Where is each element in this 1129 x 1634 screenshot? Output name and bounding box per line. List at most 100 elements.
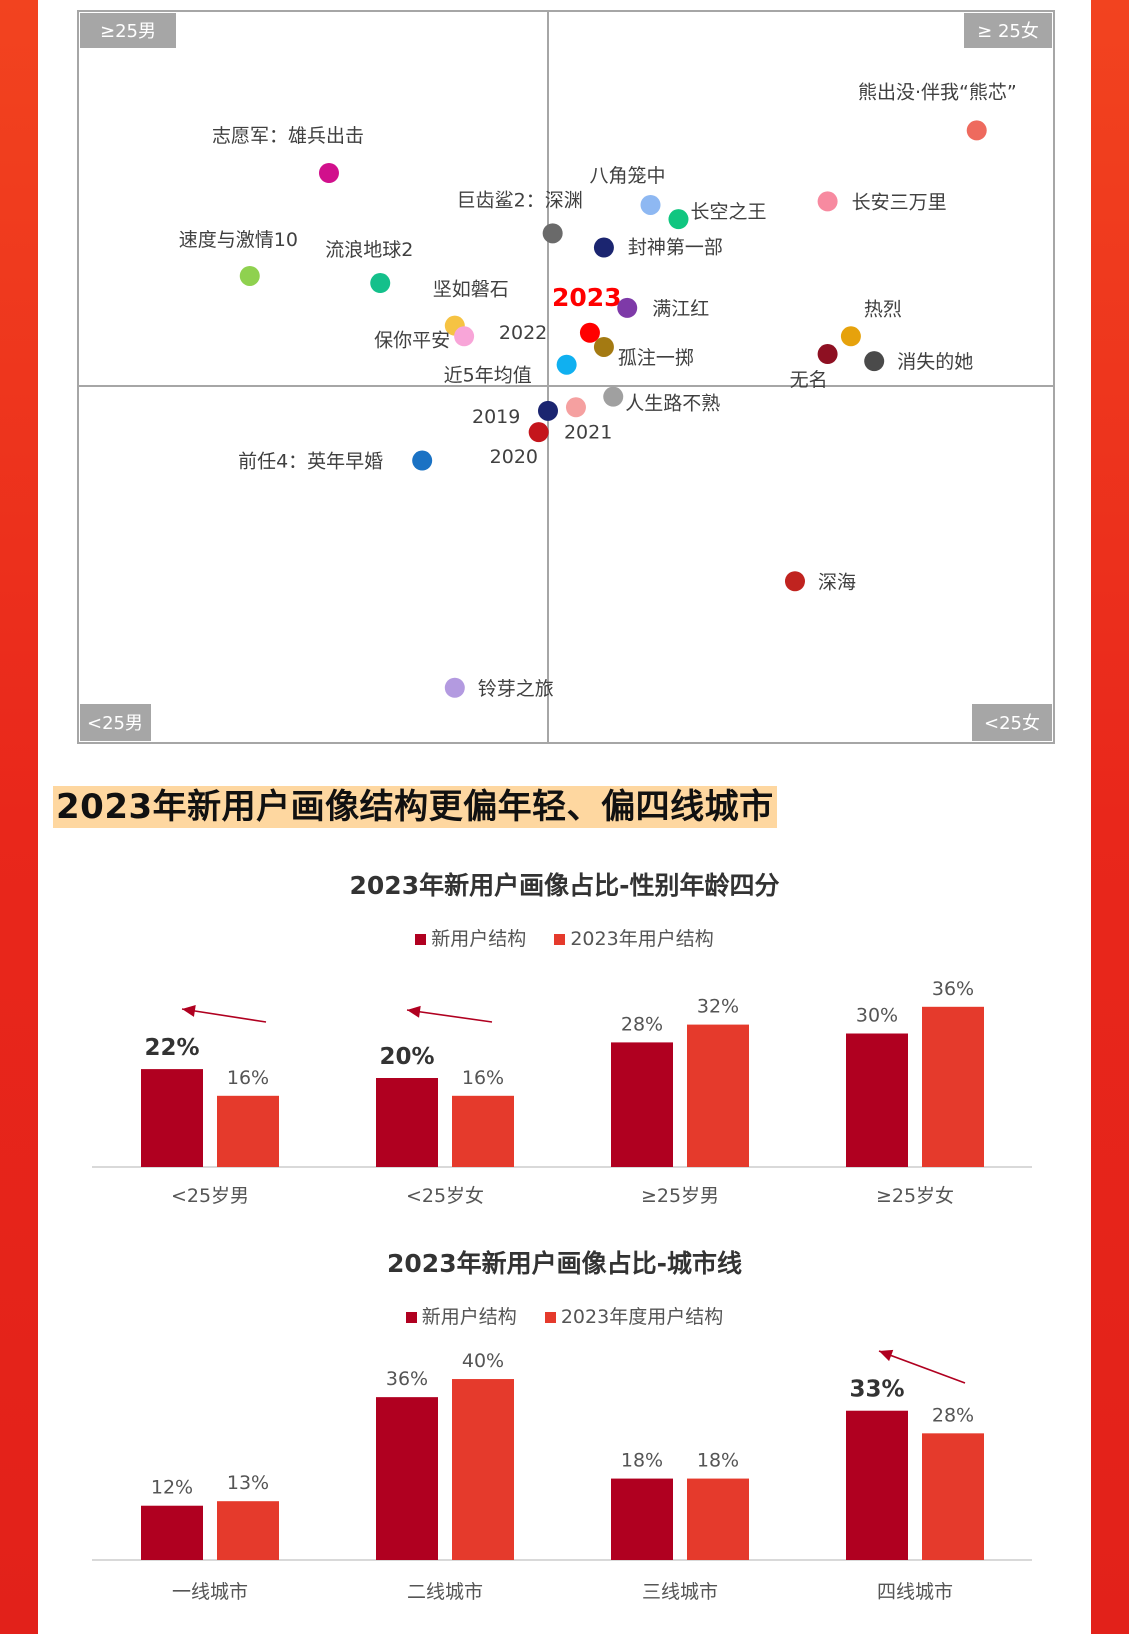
bar — [452, 1379, 514, 1560]
scatter-point — [556, 354, 577, 375]
scatter-point-label: 志愿军：雄兵出击 — [212, 125, 364, 147]
scatter-point — [528, 422, 549, 443]
bar-data-label: 36% — [932, 978, 974, 1000]
chart1-legend: 新用户结构 2023年用户结构 — [38, 924, 1091, 951]
legend-item-year-user: 2023年用户结构 — [554, 924, 714, 951]
bar — [922, 1433, 984, 1560]
category-tick-label: 三线城市 — [642, 1581, 718, 1603]
scatter-point-label: 速度与激情10 — [179, 229, 298, 251]
category-tick-label: <25岁男 — [171, 1185, 249, 1207]
scatter-point-label: 巨齿鲨2：深渊 — [457, 189, 583, 211]
scatter-point-label: 封神第一部 — [628, 237, 723, 259]
bar-data-label: 32% — [697, 996, 739, 1018]
quadrant-frame — [77, 10, 1055, 744]
category-tick-label: ≥25岁女 — [876, 1185, 954, 1207]
category-tick-label: ≥25岁男 — [641, 1185, 719, 1207]
corner-label-bottom-left: <25男 — [80, 704, 151, 741]
scatter-point — [412, 450, 433, 471]
scatter-point — [617, 297, 638, 318]
bar — [611, 1042, 673, 1167]
bar-data-label: 22% — [144, 1035, 199, 1061]
scatter-point-group: 巨齿鲨2：深渊 — [457, 189, 583, 244]
corner-label-top-left: ≥25男 — [80, 13, 176, 48]
trend-arrow-head — [407, 1005, 421, 1018]
scatter-point-group: 长空之王 — [668, 201, 766, 230]
scatter-point-group: 近5年均值 — [444, 354, 577, 387]
trend-arrow-line — [181, 1008, 267, 1023]
scatter-point — [370, 273, 391, 294]
scatter-point-group: 志愿军：雄兵出击 — [212, 125, 364, 183]
scatter-point-label: 孤注一掷 — [618, 347, 694, 369]
bar — [611, 1478, 673, 1560]
scatter-point-group: 长安三万里 — [817, 191, 947, 213]
scatter-point-group: 熊出没·伴我“熊芯” — [858, 81, 1017, 141]
scatter-point-label: 2021 — [564, 421, 612, 443]
chart2-title: 2023年新用户画像占比-城市线 — [387, 1249, 742, 1278]
bar — [922, 1006, 984, 1167]
right-red-border — [1091, 0, 1129, 1634]
bar — [141, 1069, 203, 1167]
trend-arrow-line — [878, 1350, 966, 1384]
scatter-point-group: 铃芽之旅 — [444, 677, 554, 700]
bar — [376, 1078, 438, 1167]
scatter-point-group: 2019 — [472, 400, 558, 428]
scatter-point-group: 人生路不熟 — [603, 386, 720, 415]
scatter-point-group: 消失的她 — [864, 351, 973, 373]
scatter-point — [542, 223, 563, 244]
bar-data-label: 16% — [227, 1067, 269, 1089]
scatter-point-label: 热烈 — [864, 298, 902, 320]
trend-arrow-head — [182, 1005, 196, 1017]
svg-text:<25女: <25女 — [984, 713, 1040, 734]
corner-label-bottom-right: <25女 — [972, 704, 1052, 741]
scatter-point — [668, 209, 689, 230]
scatter-point — [864, 351, 885, 372]
trend-arrow-head — [879, 1349, 894, 1362]
scatter-point-group: 2020 — [490, 422, 549, 468]
bar-data-label: 40% — [462, 1350, 504, 1372]
scatter-point — [538, 400, 558, 421]
bar — [687, 1024, 749, 1167]
category-tick-label: 四线城市 — [877, 1581, 953, 1603]
svg-text:≥ 25女: ≥ 25女 — [977, 21, 1039, 42]
scatter-point — [817, 191, 838, 212]
svg-text:<25男: <25男 — [87, 713, 143, 734]
scatter-point-label: 长空之王 — [690, 201, 766, 223]
scatter-point-label: 人生路不熟 — [625, 393, 720, 415]
svg-text:≥25男: ≥25男 — [100, 21, 156, 42]
scatter-point-group: 前任4：英年早婚 — [238, 450, 433, 473]
scatter-point-group: 速度与激情10 — [179, 229, 298, 286]
scatter-point — [593, 237, 614, 258]
scatter-point-group: 无名 — [790, 344, 838, 391]
bar-chart-city-tier: 12% 13% 一线城市 36% 40% 二线城市 18% 18% 三线城市 33% 28% 四线城市 — [92, 1349, 1032, 1603]
bar — [217, 1501, 279, 1560]
bar-data-label: 18% — [697, 1450, 739, 1472]
scatter-point — [565, 397, 586, 418]
scatter-point-label: 2019 — [472, 406, 520, 428]
category-tick-label: <25岁女 — [406, 1185, 484, 1207]
scatter-point — [840, 326, 861, 347]
bar-data-label: 16% — [462, 1067, 504, 1089]
scatter-point-label: 坚如磐石 — [433, 279, 509, 301]
trend-arrow-line — [406, 1009, 493, 1023]
legend-item-year-user: 2023年度用户结构 — [544, 1302, 723, 1329]
scatter-point-label: 流浪地球2 — [325, 239, 413, 261]
bar-chart-gender-age: 22% 16% <25岁男 20% 16% <25岁女 28% 32% ≥25岁男 30% 36% ≥… — [92, 978, 1032, 1207]
corner-label-top-right: ≥ 25女 — [964, 13, 1052, 48]
category-tick-label: 一线城市 — [172, 1581, 248, 1603]
scatter-point-label: 前任4：英年早婚 — [238, 451, 383, 473]
bar — [452, 1095, 514, 1167]
scatter-point-label: 长安三万里 — [852, 191, 947, 213]
bar-data-label: 13% — [227, 1472, 269, 1494]
legend-item-new-user: 新用户结构 — [415, 924, 526, 951]
bar-data-label: 30% — [856, 1005, 898, 1027]
scatter-point — [318, 163, 339, 183]
bar-data-label: 18% — [621, 1450, 663, 1472]
bar — [376, 1397, 438, 1560]
scatter-point — [454, 326, 475, 347]
scatter-point-label: 无名 — [790, 369, 828, 391]
bar-data-label: 20% — [379, 1044, 434, 1070]
bar-data-label: 36% — [386, 1368, 428, 1390]
scatter-point — [444, 677, 465, 698]
scatter-point-label: 熊出没·伴我“熊芯” — [858, 81, 1017, 103]
scatter-point — [640, 194, 661, 215]
